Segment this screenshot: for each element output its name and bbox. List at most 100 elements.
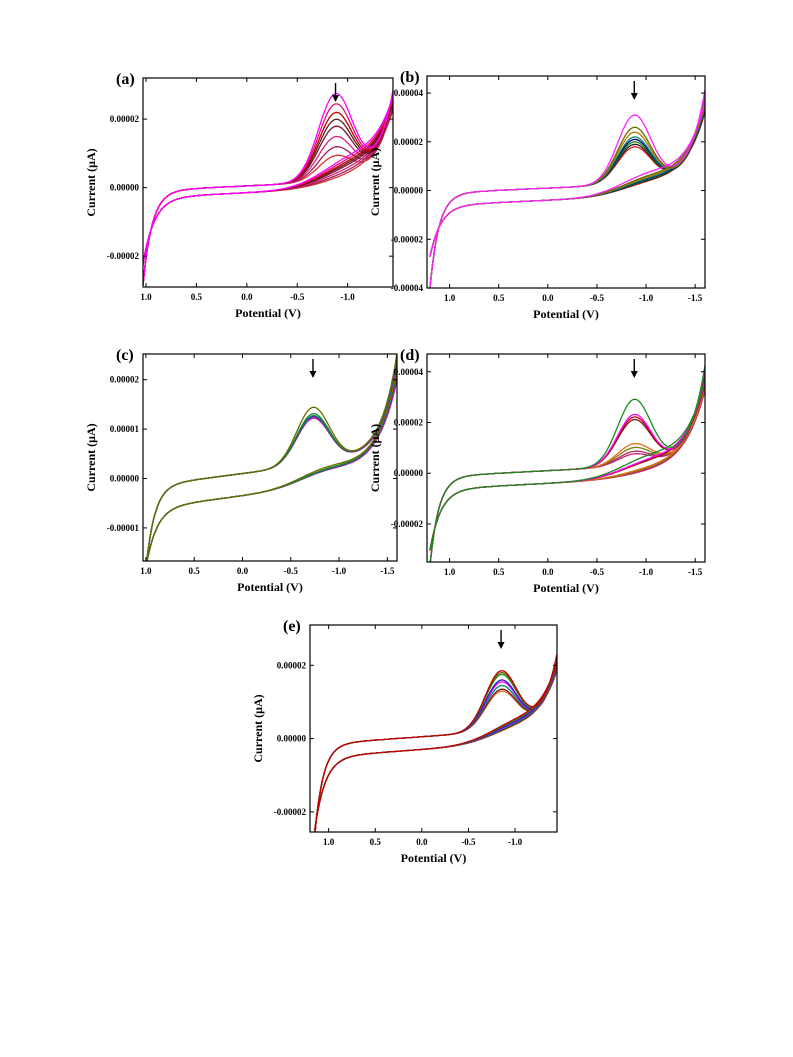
chart-panel-a: 1.0 0.5 0.0 -0.5 -1.0 0.00002 0.00000 -0.00002 P… [84, 71, 394, 320]
series-line-1 [429, 365, 705, 562]
x-tick-label: 0.5 [493, 293, 505, 303]
series-line-7 [429, 375, 705, 562]
series-line-2 [146, 354, 397, 561]
series-line-2 [314, 655, 557, 832]
x-tick-label: 0.0 [416, 837, 428, 847]
series-line-3 [429, 92, 705, 288]
y-tick-label: -0.00002 [391, 519, 424, 529]
series-line-3 [143, 92, 393, 286]
y-axis-label: Current (μA) [368, 424, 382, 492]
y-tick-label: -0.00002 [391, 234, 424, 244]
series-group [314, 653, 557, 832]
panel-label: (a) [116, 71, 135, 88]
series-line-5 [146, 360, 397, 561]
series-line-1 [429, 89, 705, 288]
series-group [143, 89, 393, 286]
series-line-8 [314, 662, 557, 832]
x-tick-label: -0.5 [290, 292, 305, 302]
x-tick-label: 1.0 [444, 567, 456, 577]
y-axis-label: Current (μA) [251, 694, 265, 762]
peak-arrow-head-icon [309, 371, 317, 378]
x-tick-label: -1.0 [639, 567, 654, 577]
series-group [146, 354, 397, 561]
y-tick-label: 0.00002 [394, 137, 424, 147]
y-tick-label: 0.00002 [110, 375, 140, 385]
y-tick-label: -0.00002 [107, 251, 140, 261]
y-axis-label: Current (μA) [84, 148, 98, 216]
x-tick-label: 1.0 [323, 837, 335, 847]
series-line-3 [146, 356, 397, 561]
x-tick-label: 0.5 [191, 292, 203, 302]
x-tick-label: 0.0 [542, 293, 554, 303]
y-tick-label: 0.00000 [394, 468, 424, 478]
series-line-8 [429, 100, 705, 288]
plot-frame [309, 624, 558, 833]
x-tick-label: 0.5 [493, 567, 505, 577]
x-tick-label: 0.5 [189, 566, 201, 576]
x-axis-label: Potential (V) [533, 581, 599, 595]
peak-arrow-head-icon [630, 371, 638, 378]
plot-frame [142, 77, 394, 288]
x-axis-label: Potential (V) [235, 306, 301, 320]
y-axis-label: Current (μA) [84, 423, 98, 491]
y-tick-label: 0.00004 [394, 367, 424, 377]
plot-frame [426, 75, 706, 289]
y-tick-label: -0.00004 [391, 283, 424, 293]
x-tick-label: 0.5 [370, 837, 382, 847]
x-axis-label: Potential (V) [401, 851, 467, 865]
series-line-5 [429, 372, 705, 562]
x-tick-label: -1.5 [688, 293, 703, 303]
panel-label: (e) [283, 618, 301, 635]
y-tick-label: 0.00002 [394, 417, 424, 427]
panel-label: (c) [116, 347, 134, 364]
peak-arrow-head-icon [332, 95, 340, 102]
series-line-7 [146, 363, 397, 561]
y-tick-label: 0.00000 [110, 183, 140, 193]
series-line-2 [429, 91, 705, 288]
x-tick-label: -1.0 [341, 292, 356, 302]
series-line-6 [429, 97, 705, 288]
x-tick-label: -0.5 [461, 837, 476, 847]
y-tick-label: 0.00000 [110, 473, 140, 483]
series-line-4 [429, 94, 705, 288]
x-tick-label: 0.0 [241, 292, 253, 302]
x-tick-label: -0.5 [590, 293, 605, 303]
y-tick-label: 0.00002 [277, 660, 307, 670]
chart-panel-d: 1.0 0.5 0.0 -0.5 -1.0 -1.5 0.00004 0.00002 0.000… [368, 347, 706, 595]
series-line-2 [143, 91, 393, 286]
x-tick-label: -1.0 [508, 837, 523, 847]
chart-panel-b: 1.0 0.5 0.0 -0.5 -1.0 -1.5 0.00004 0.00002 0.000… [368, 69, 706, 321]
series-line-1 [314, 653, 557, 832]
series-group [429, 365, 705, 562]
series-line-3 [314, 656, 557, 832]
x-tick-label: 0.0 [542, 567, 554, 577]
series-line-1 [146, 354, 397, 561]
y-tick-label: 0.00004 [394, 88, 424, 98]
y-tick-label: -0.00001 [107, 523, 140, 533]
series-line-7 [429, 99, 705, 288]
y-axis-label: Current (μA) [368, 148, 382, 216]
chart-panel-c: 1.0 0.5 0.0 -0.5 -1.0 -1.5 0.00002 0.00001 0.000… [84, 347, 398, 594]
y-tick-label: -0.00002 [274, 807, 307, 817]
series-line-4 [143, 94, 393, 286]
series-group [429, 89, 705, 288]
x-axis-label: Potential (V) [237, 580, 303, 594]
chart-panel-e: 1.0 0.5 0.0 -0.5 -1.0 0.00002 0.00000 -0.00002 P… [251, 618, 558, 865]
y-tick-label: 0.00000 [277, 734, 307, 744]
series-line-4 [314, 657, 557, 832]
peak-arrow-head-icon [497, 642, 505, 649]
x-tick-label: -1.0 [639, 293, 654, 303]
panel-label: (b) [400, 69, 420, 86]
plot-frame [142, 353, 398, 562]
x-tick-label: 1.0 [140, 292, 152, 302]
y-tick-label: 0.00000 [394, 186, 424, 196]
x-axis-label: Potential (V) [533, 307, 599, 321]
plot-frame [426, 353, 706, 563]
x-tick-label: -1.5 [380, 566, 395, 576]
series-line-3 [429, 368, 705, 562]
y-tick-label: 0.00001 [110, 424, 140, 434]
series-line-4 [429, 370, 705, 562]
panel-label: (d) [400, 347, 420, 364]
x-tick-label: 1.0 [444, 293, 456, 303]
